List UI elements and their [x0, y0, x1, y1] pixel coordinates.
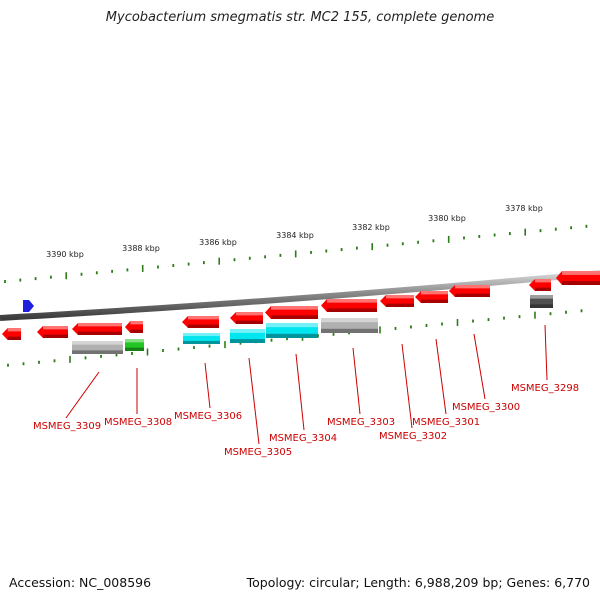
gene-feature[interactable]	[230, 329, 265, 343]
gene-feature[interactable]	[2, 328, 21, 340]
gene-feature[interactable]	[266, 323, 318, 338]
gene-leader-line	[401, 343, 413, 429]
ruler-label: 3390 kbp	[46, 250, 84, 259]
gene-feature[interactable]	[37, 326, 68, 338]
gene-feature[interactable]	[449, 285, 490, 297]
gene-leader-line	[204, 362, 211, 409]
gene-leader-line	[544, 324, 548, 381]
blue-marker	[23, 300, 34, 312]
gene-feature[interactable]	[415, 291, 448, 303]
ruler-label: 3386 kbp	[199, 238, 237, 247]
gene-feature[interactable]	[265, 306, 318, 319]
gene-label[interactable]: MSMEG_3300	[452, 402, 520, 413]
gene-feature[interactable]	[530, 295, 553, 308]
gene-label[interactable]: MSMEG_3303	[327, 417, 395, 428]
ruler-label: 3378 kbp	[505, 204, 543, 213]
gene-leader-line	[248, 357, 260, 445]
page-title: Mycobacterium smegmatis str. MC2 155, co…	[105, 10, 495, 25]
genome-backbone	[0, 270, 600, 321]
gene-feature[interactable]	[183, 333, 220, 344]
gene-feature[interactable]	[380, 295, 414, 307]
gene-label[interactable]: MSMEG_3302	[379, 431, 447, 442]
gene-feature[interactable]	[230, 312, 263, 324]
gene-feature[interactable]	[72, 323, 122, 335]
gene-label[interactable]: MSMEG_3306	[174, 411, 242, 422]
ruler-label: 3380 kbp	[428, 214, 466, 223]
gene-feature[interactable]	[125, 339, 144, 351]
gene-label[interactable]: MSMEG_3301	[412, 417, 480, 428]
gene-feature[interactable]	[182, 316, 219, 328]
ruler-label: 3382 kbp	[352, 223, 390, 232]
gene-leader-line	[65, 371, 100, 419]
ruler-label: 3384 kbp	[276, 231, 314, 240]
gene-label[interactable]: MSMEG_3305	[224, 447, 292, 458]
gene-leader-line	[435, 338, 447, 415]
accession-text: Accession: NC_008596	[9, 575, 152, 590]
gene-leader-line	[473, 333, 486, 400]
gene-leader-line	[352, 347, 361, 415]
gene-label[interactable]: MSMEG_3308	[104, 417, 172, 428]
gene-label[interactable]: MSMEG_3304	[269, 433, 337, 444]
gene-leader-line	[295, 353, 305, 431]
gene-feature[interactable]	[321, 299, 377, 312]
gene-feature[interactable]	[321, 318, 378, 333]
genome-summary-text: Topology: circular; Length: 6,988,209 bp…	[246, 575, 590, 590]
gene-label[interactable]: MSMEG_3298	[511, 383, 579, 394]
gene-feature[interactable]	[125, 321, 143, 333]
gene-label[interactable]: MSMEG_3309	[33, 421, 101, 432]
ruler-label: 3388 kbp	[122, 244, 160, 253]
gene-feature[interactable]	[556, 271, 600, 285]
gene-feature[interactable]	[72, 341, 123, 354]
gene-feature[interactable]	[529, 279, 551, 291]
